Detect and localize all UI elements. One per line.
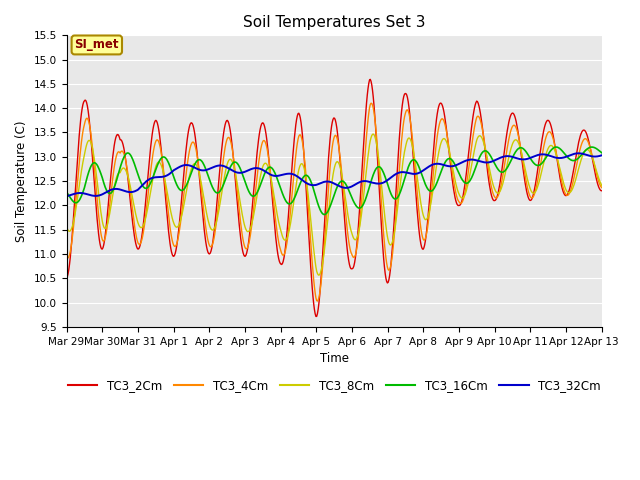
TC3_32Cm — [598, 153, 605, 158]
TC3_2Cm — [367, 76, 374, 82]
TC3_16Cm — [127, 154, 135, 159]
TC3_2Cm — [210, 230, 218, 236]
Line: TC3_4Cm: TC3_4Cm — [67, 103, 602, 301]
TC3_2Cm — [401, 91, 408, 97]
Line: TC3_16Cm: TC3_16Cm — [67, 147, 602, 215]
TC3_16Cm — [210, 187, 218, 193]
TC3_4Cm — [416, 220, 424, 226]
TC3_32Cm — [415, 170, 422, 176]
TC3_4Cm — [401, 114, 408, 120]
TC3_4Cm — [367, 100, 375, 106]
TC3_4Cm — [63, 254, 70, 260]
TC3_32Cm — [399, 169, 407, 175]
TC3_2Cm — [72, 174, 80, 180]
TC3_32Cm — [182, 162, 189, 168]
TC3_16Cm — [182, 184, 189, 190]
TC3_8Cm — [369, 131, 377, 137]
TC3_8Cm — [127, 189, 135, 194]
X-axis label: Time: Time — [319, 352, 349, 365]
Title: Soil Temperatures Set 3: Soil Temperatures Set 3 — [243, 15, 426, 30]
Line: TC3_32Cm: TC3_32Cm — [67, 153, 602, 196]
TC3_32Cm — [72, 191, 80, 196]
TC3_8Cm — [315, 272, 323, 278]
TC3_8Cm — [416, 196, 424, 202]
TC3_8Cm — [182, 192, 189, 198]
TC3_16Cm — [552, 144, 560, 150]
TC3_4Cm — [314, 298, 321, 304]
TC3_32Cm — [210, 164, 218, 170]
TC3_4Cm — [598, 185, 605, 191]
TC3_8Cm — [63, 224, 70, 229]
TC3_16Cm — [63, 189, 70, 195]
TC3_2Cm — [313, 313, 321, 319]
TC3_8Cm — [72, 204, 80, 210]
TC3_16Cm — [72, 200, 80, 205]
TC3_16Cm — [400, 179, 408, 184]
TC3_4Cm — [210, 236, 218, 241]
TC3_16Cm — [415, 165, 423, 171]
TC3_8Cm — [210, 226, 218, 232]
TC3_2Cm — [63, 276, 70, 281]
TC3_4Cm — [182, 175, 189, 180]
TC3_32Cm — [63, 193, 70, 199]
TC3_32Cm — [575, 150, 582, 156]
Text: SI_met: SI_met — [74, 38, 119, 51]
TC3_4Cm — [127, 198, 135, 204]
TC3_16Cm — [320, 212, 328, 217]
Y-axis label: Soil Temperature (C): Soil Temperature (C) — [15, 120, 28, 242]
Line: TC3_2Cm: TC3_2Cm — [67, 79, 602, 316]
TC3_4Cm — [72, 195, 80, 201]
TC3_32Cm — [127, 189, 135, 195]
TC3_2Cm — [598, 188, 605, 193]
Legend: TC3_2Cm, TC3_4Cm, TC3_8Cm, TC3_16Cm, TC3_32Cm: TC3_2Cm, TC3_4Cm, TC3_8Cm, TC3_16Cm, TC3… — [63, 374, 605, 396]
TC3_2Cm — [416, 237, 424, 242]
TC3_2Cm — [182, 151, 189, 156]
TC3_8Cm — [401, 149, 408, 155]
TC3_16Cm — [598, 150, 605, 156]
TC3_8Cm — [598, 182, 605, 188]
TC3_2Cm — [127, 208, 135, 214]
Line: TC3_8Cm: TC3_8Cm — [67, 134, 602, 275]
